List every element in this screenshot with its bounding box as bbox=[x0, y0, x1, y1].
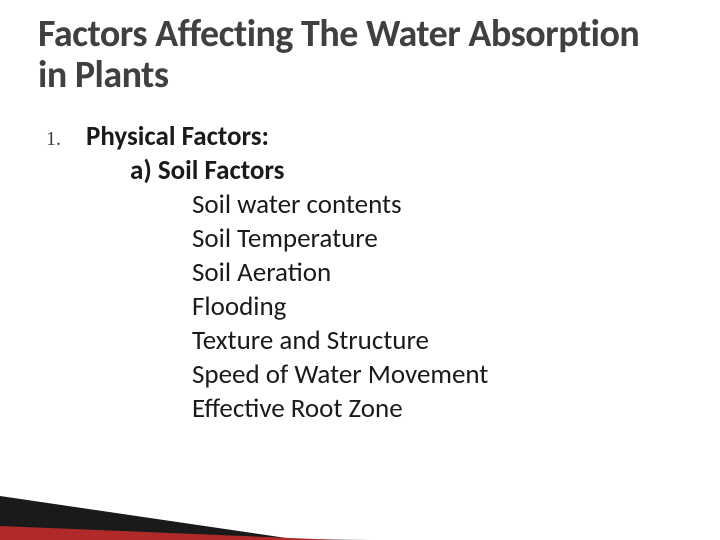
list-item: Speed of Water Movement bbox=[192, 358, 488, 391]
list-level2-heading: a) Soil Factors bbox=[130, 154, 284, 187]
slide-title: Factors Affecting The Water Absorption i… bbox=[38, 14, 658, 96]
decorative-wedge-red bbox=[0, 526, 340, 540]
list-item: Soil water contents bbox=[192, 188, 402, 221]
list-level1-heading: Physical Factors: bbox=[86, 120, 269, 153]
list-number: 1. bbox=[46, 128, 61, 151]
slide: Factors Affecting The Water Absorption i… bbox=[0, 0, 720, 540]
list-item: Soil Aeration bbox=[192, 256, 331, 289]
list-item: Effective Root Zone bbox=[192, 392, 403, 425]
list-item: Soil Temperature bbox=[192, 222, 378, 255]
list-item: Texture and Structure bbox=[192, 324, 429, 357]
list-item: Flooding bbox=[192, 290, 286, 323]
